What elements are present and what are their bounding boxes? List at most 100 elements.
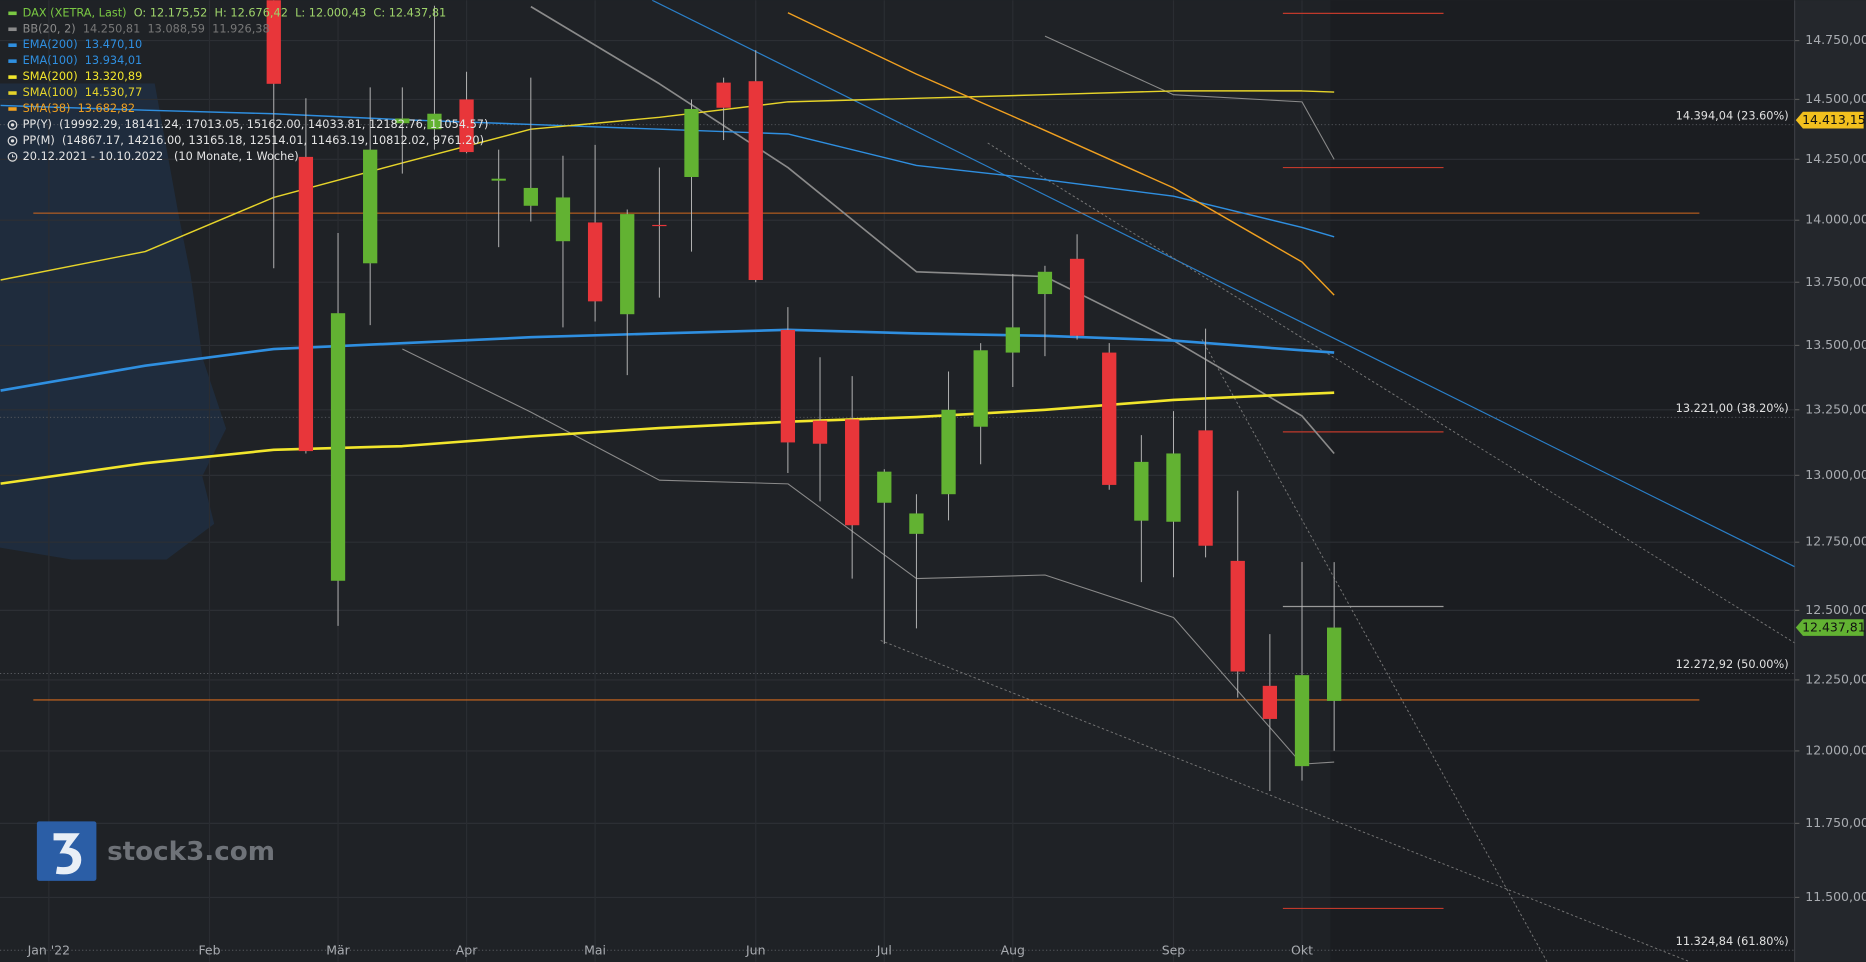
legend-value: 13.320,89 bbox=[85, 70, 143, 83]
x-tick-label: Okt bbox=[1291, 943, 1313, 958]
y-tick-label: 11.500,00 bbox=[1805, 889, 1866, 904]
x-tick-label: Apr bbox=[456, 943, 478, 958]
candle-body bbox=[1166, 453, 1181, 522]
candle-body bbox=[1294, 675, 1310, 767]
target-dot bbox=[10, 123, 15, 127]
legend-swatch bbox=[8, 107, 17, 111]
candle-body bbox=[523, 187, 538, 206]
candle-body bbox=[909, 513, 924, 534]
legend-swatch bbox=[8, 91, 17, 95]
candle-body bbox=[363, 149, 378, 264]
clock-hand bbox=[12, 154, 15, 158]
y-tick-label: 14.000,00 bbox=[1805, 212, 1866, 227]
candle-body bbox=[330, 313, 346, 581]
legend-name: SMA(100) bbox=[23, 86, 78, 99]
x-tick-label: Mär bbox=[326, 943, 350, 958]
legend: DAX (XETRA, Last) O: 12.175,52 H: 12.676,… bbox=[7, 6, 489, 163]
legend-entry: SMA(200) 13.320,89 bbox=[23, 70, 143, 83]
candle-body bbox=[1102, 352, 1117, 485]
target-icon bbox=[7, 136, 18, 146]
legend-note: PP(M) (14867.17, 14216.00, 13165.18, 125… bbox=[23, 134, 484, 147]
candle-body bbox=[684, 108, 699, 177]
candle-body bbox=[780, 329, 796, 443]
trend-lines bbox=[651, 0, 1795, 962]
fib-label: 14.394,04 (23.60%) bbox=[1676, 109, 1789, 122]
price-tag-label: 12.437,81 bbox=[1802, 620, 1866, 635]
candle-body bbox=[427, 113, 442, 130]
legend-entry: SMA(100) 14.530,77 bbox=[23, 86, 143, 99]
legend-name: EMA(100) bbox=[23, 54, 78, 67]
x-tick-label: Sep bbox=[1162, 943, 1186, 958]
legend-value: 13.470,10 bbox=[85, 38, 143, 51]
candle-body bbox=[877, 471, 892, 503]
trend-line bbox=[651, 0, 1795, 568]
indicator-line bbox=[787, 12, 1335, 296]
future-area bbox=[1330, 0, 1795, 962]
candle-body bbox=[555, 197, 571, 242]
legend-note: PP(Y) (19992.29, 18141.24, 17013.05, 151… bbox=[23, 118, 489, 131]
x-tick-label: Feb bbox=[198, 943, 220, 958]
watermark: stock3.com bbox=[107, 837, 275, 867]
candle-body bbox=[941, 409, 956, 495]
band-line bbox=[1044, 35, 1335, 160]
price-tag-label: 14.413,15 bbox=[1802, 112, 1866, 127]
candle-body bbox=[1134, 461, 1149, 521]
legend-value: 13.682,82 bbox=[78, 102, 136, 115]
candle-body bbox=[459, 99, 474, 153]
legend-entry: DAX (XETRA, Last) O: 12.175,52 H: 12.676,… bbox=[23, 6, 447, 19]
plot bbox=[0, 0, 1795, 951]
x-tick-label: Mai bbox=[584, 943, 606, 958]
volume-profile bbox=[0, 83, 227, 560]
legend-name: EMA(200) bbox=[23, 38, 78, 51]
candle-body bbox=[1262, 685, 1278, 719]
target-icon bbox=[7, 120, 18, 130]
y-tick-label: 14.500,00 bbox=[1805, 91, 1866, 106]
candle-body bbox=[652, 224, 667, 227]
y-tick-label: 12.000,00 bbox=[1805, 742, 1866, 757]
candle-body bbox=[1037, 271, 1053, 295]
y-tick-label: 12.750,00 bbox=[1805, 534, 1866, 549]
logo-mark bbox=[53, 833, 82, 875]
y-tick-label: 14.250,00 bbox=[1805, 151, 1866, 166]
fib-label: 13.221,00 (38.20%) bbox=[1676, 402, 1789, 415]
indicator-line bbox=[530, 5, 1335, 455]
legend-value: 13.934,01 bbox=[85, 54, 143, 67]
candle-body bbox=[395, 118, 410, 124]
candle-body bbox=[812, 420, 828, 444]
x-tick-label: Jul bbox=[876, 943, 892, 958]
legend-value: 14.530,77 bbox=[85, 86, 143, 99]
y-tick-label: 13.000,00 bbox=[1805, 467, 1866, 482]
y-axis-area bbox=[1794, 0, 1866, 962]
legend-swatch bbox=[8, 59, 17, 63]
legend-entry: EMA(100) 13.934,01 bbox=[23, 54, 143, 67]
legend-swatch bbox=[8, 75, 17, 79]
y-tick-label: 13.500,00 bbox=[1805, 337, 1866, 352]
candle-body bbox=[298, 156, 314, 452]
candle-body bbox=[845, 419, 860, 526]
indicator-line bbox=[0, 328, 1335, 392]
candle-body bbox=[1198, 430, 1213, 546]
x-tick-label: Aug bbox=[1001, 943, 1025, 958]
fib-label: 12.272,92 (50.00%) bbox=[1676, 658, 1789, 671]
y-tick-label: 11.750,00 bbox=[1805, 815, 1866, 830]
fib-label: 11.324,84 (61.80%) bbox=[1676, 935, 1789, 948]
candle-body bbox=[1230, 560, 1245, 672]
y-tick-label: 12.250,00 bbox=[1805, 671, 1866, 686]
price-tag bbox=[1795, 619, 1864, 636]
candle-body bbox=[266, 0, 281, 84]
legend-entry: SMA(38) 13.682,82 bbox=[23, 102, 135, 115]
legend-name: DAX (XETRA, Last) bbox=[23, 6, 127, 19]
candle-body bbox=[1005, 327, 1020, 353]
overlay: 14.750,00 14.500,00 14.250,00 14.000,00 13.7… bbox=[27, 32, 1866, 957]
legend-swatch bbox=[8, 43, 17, 47]
legend-entry: EMA(200) 13.470,10 bbox=[23, 38, 143, 51]
trend-line bbox=[880, 640, 1691, 962]
candle-body bbox=[620, 214, 635, 315]
x-tick-label: Jun bbox=[745, 943, 766, 958]
legend-name: SMA(200) bbox=[23, 70, 78, 83]
legend-value: 14.250,81 13.088,59 11.926,38 bbox=[83, 22, 270, 35]
legend-entry: BB(20, 2) 14.250,81 13.088,59 11.926,38 bbox=[23, 22, 270, 35]
y-tick-label: 12.500,00 bbox=[1805, 602, 1866, 617]
y-tick-label: 13.250,00 bbox=[1805, 401, 1866, 416]
